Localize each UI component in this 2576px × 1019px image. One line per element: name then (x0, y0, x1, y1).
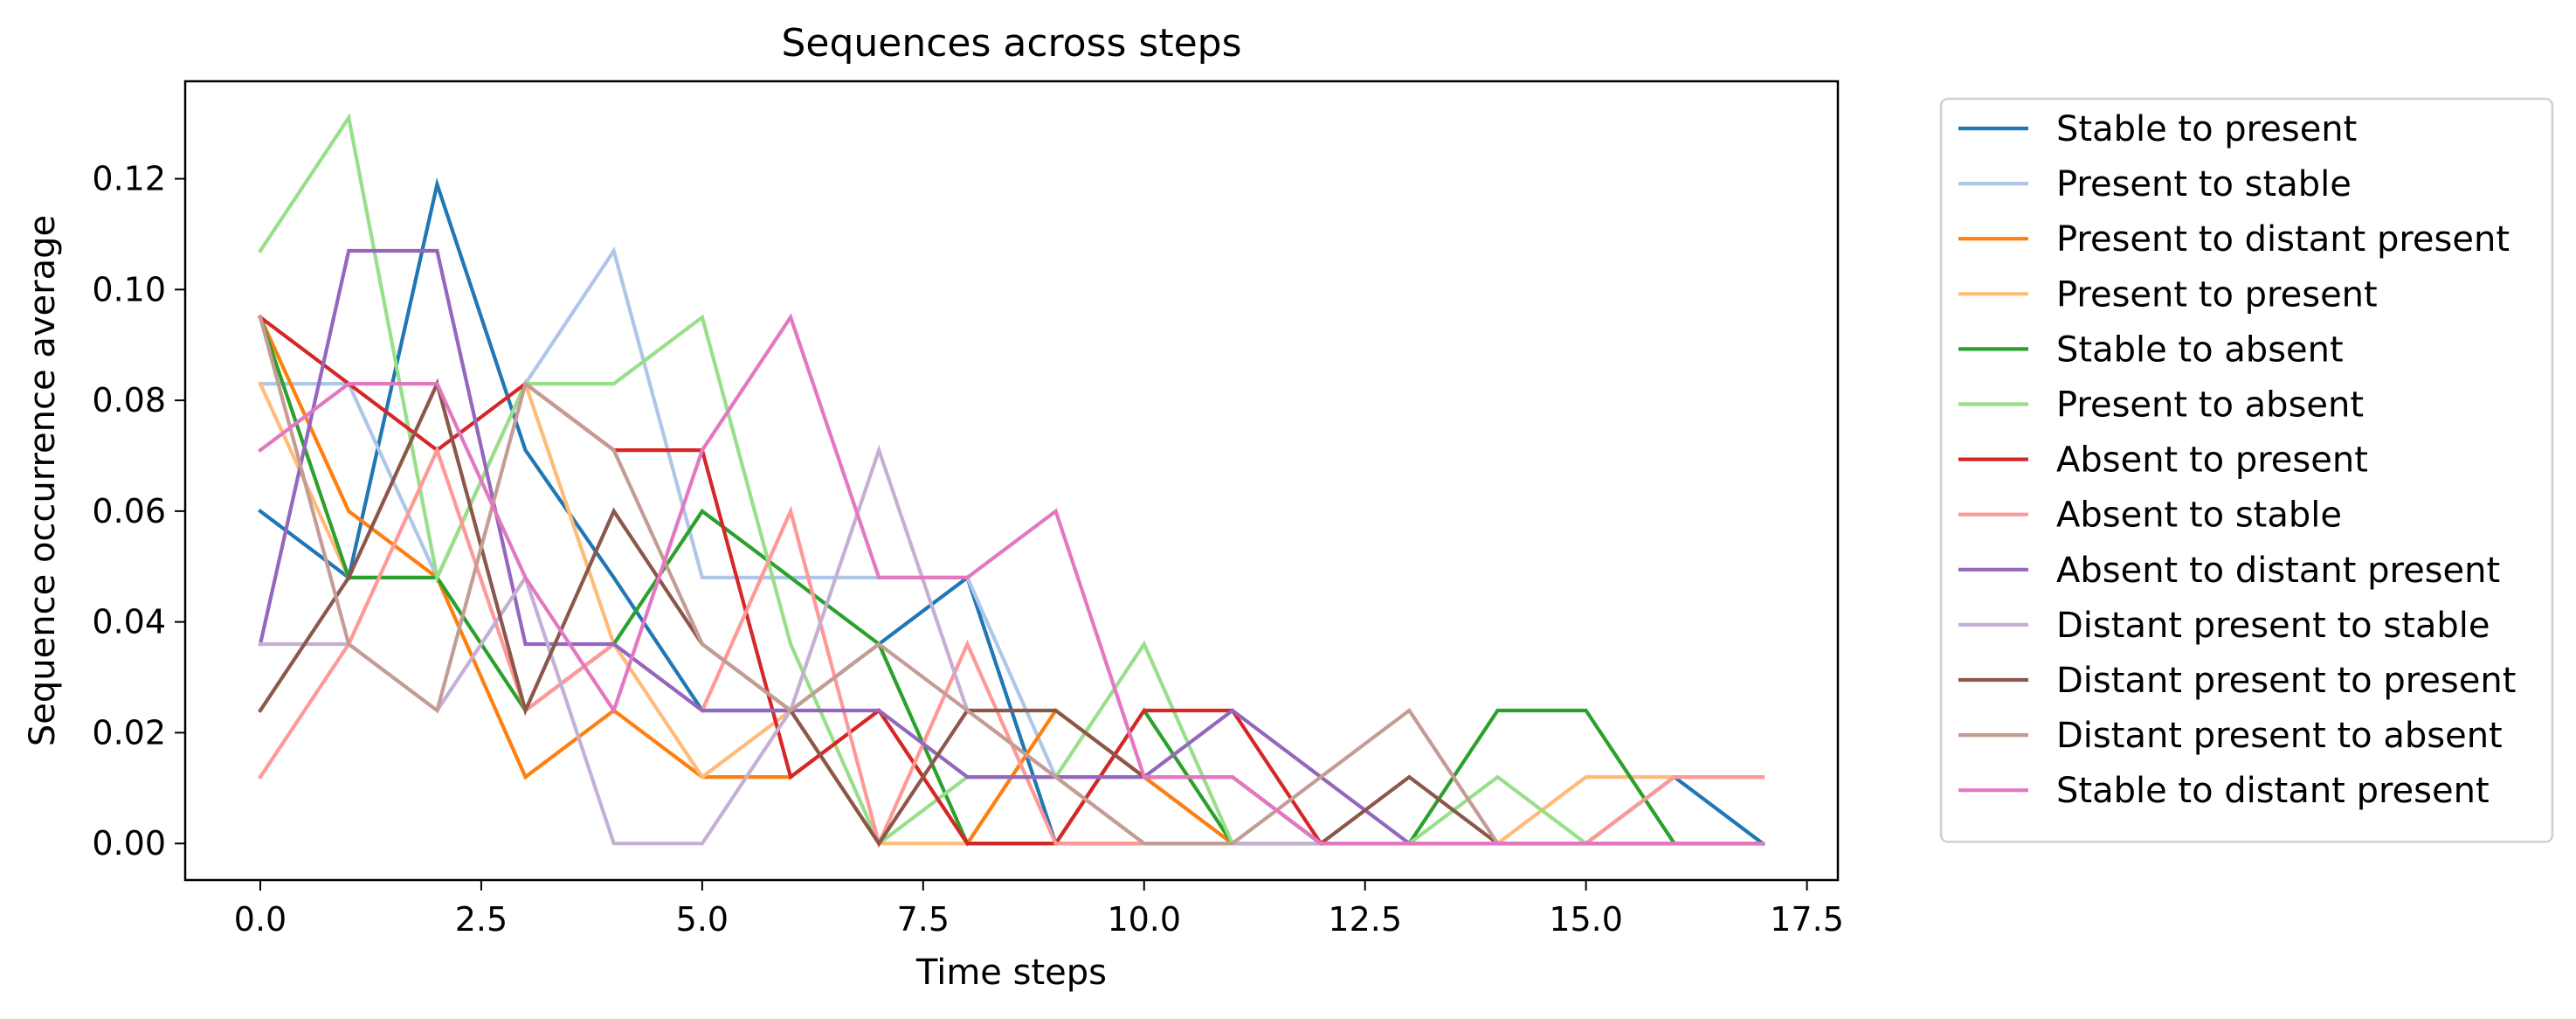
x-tick-label: 2.5 (455, 900, 508, 939)
x-tick-label: 10.0 (1107, 900, 1181, 939)
legend-entry: Distant present to absent (2056, 716, 2503, 756)
x-tick-label: 7.5 (897, 900, 950, 939)
legend-entry: Absent to distant present (2056, 551, 2500, 591)
legend-entry: Distant present to stable (2056, 606, 2490, 646)
x-tick-label: 17.5 (1770, 900, 1844, 939)
legend-entry: Absent to stable (2056, 496, 2342, 536)
legend-entry: Stable to absent (2056, 329, 2344, 370)
legend-entry: Absent to present (2056, 440, 2368, 481)
plot-frame (183, 80, 1840, 882)
y-tick-label: 0.00 (92, 824, 166, 863)
axis-ticks: 0.0 2.5 5.0 7.5 10.0 12.5 15.0 17.5 0.00 0.02 0.04… (92, 160, 1844, 939)
y-tick-label: 0.04 (92, 603, 166, 641)
legend-entry: Distant present to present (2056, 661, 2516, 701)
series-line-12 (258, 313, 1765, 846)
y-axis-label: Sequence occurrence average (23, 215, 63, 746)
y-tick-label: 0.06 (92, 492, 166, 530)
legend-entry: Present to present (2056, 274, 2378, 315)
legend-frame (1939, 97, 2554, 843)
x-axis-label: Time steps (915, 953, 1107, 993)
x-tick-label: 5.0 (676, 900, 729, 939)
x-tick-label: 15.0 (1549, 900, 1623, 939)
legend-entry: Present to distant present (2056, 219, 2510, 260)
legend-entry: Present to stable (2056, 164, 2352, 204)
y-tick-label: 0.10 (92, 270, 166, 308)
chart-title: Sequences across steps (781, 21, 1241, 66)
legend-entry: Stable to present (2056, 109, 2357, 149)
y-tick-label: 0.08 (92, 381, 166, 419)
x-tick-label: 0.0 (234, 900, 287, 939)
y-tick-label: 0.12 (92, 160, 166, 198)
series-lines (258, 113, 1765, 849)
legend-entry: Stable to distant present (2056, 771, 2490, 811)
legend-entry: Present to absent (2056, 385, 2364, 426)
y-tick-label: 0.02 (92, 713, 166, 752)
x-tick-label: 12.5 (1328, 900, 1402, 939)
legend: Stable to present Present to stable Presen… (1939, 97, 2554, 843)
